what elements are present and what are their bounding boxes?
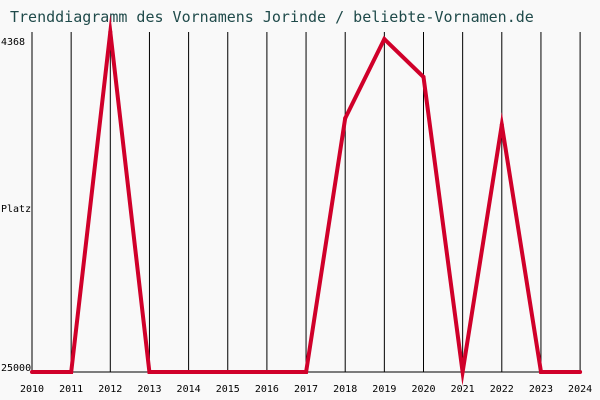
x-tick-label-2013: 2013 bbox=[137, 384, 161, 395]
data-point-2019 bbox=[382, 37, 387, 42]
data-point-2018 bbox=[343, 116, 348, 121]
grid-lines bbox=[70, 32, 581, 372]
data-point-2022 bbox=[499, 122, 504, 127]
data-point-2013 bbox=[147, 370, 152, 374]
data-point-2012 bbox=[108, 30, 113, 34]
data-point-2023 bbox=[538, 370, 543, 374]
y-tick-label-top: 4368 bbox=[1, 37, 25, 48]
x-tick-label-2023: 2023 bbox=[529, 384, 553, 395]
x-tick-label-2017: 2017 bbox=[294, 384, 318, 395]
x-tick-label-2018: 2018 bbox=[333, 384, 357, 395]
x-tick-label-2015: 2015 bbox=[216, 384, 240, 395]
x-tick-label-2020: 2020 bbox=[411, 384, 435, 395]
data-point-2021 bbox=[460, 370, 465, 374]
y-axis-label: Platz bbox=[1, 204, 31, 215]
x-tick-label-2019: 2019 bbox=[372, 384, 396, 395]
data-point-2020 bbox=[421, 75, 426, 80]
series-layer bbox=[30, 14, 583, 386]
data-point-2024 bbox=[578, 370, 583, 374]
x-tick-label-2024: 2024 bbox=[568, 384, 592, 395]
data-point-2010 bbox=[30, 370, 34, 374]
x-tick-label-2011: 2011 bbox=[59, 384, 83, 395]
y-tick-label-bottom: 25000 bbox=[1, 363, 31, 374]
data-point-2015 bbox=[225, 370, 230, 374]
chart-title: Trenddiagramm des Vornamens Jorinde / be… bbox=[10, 8, 534, 26]
data-point-2014 bbox=[186, 370, 191, 374]
data-point-2016 bbox=[264, 370, 269, 374]
x-tick-label-2021: 2021 bbox=[451, 384, 475, 395]
data-point-2017 bbox=[304, 370, 309, 374]
data-point-2011 bbox=[69, 370, 74, 374]
x-tick-label-2012: 2012 bbox=[98, 384, 122, 395]
tick-labels: 4368 Platz 25000 2010 2011 2012 2013 2014 201… bbox=[1, 37, 592, 395]
x-tick-label-2016: 2016 bbox=[255, 384, 279, 395]
x-tick-label-2022: 2022 bbox=[490, 384, 514, 395]
x-tick-label-2014: 2014 bbox=[177, 384, 201, 395]
x-tick-label-2010: 2010 bbox=[20, 384, 44, 395]
